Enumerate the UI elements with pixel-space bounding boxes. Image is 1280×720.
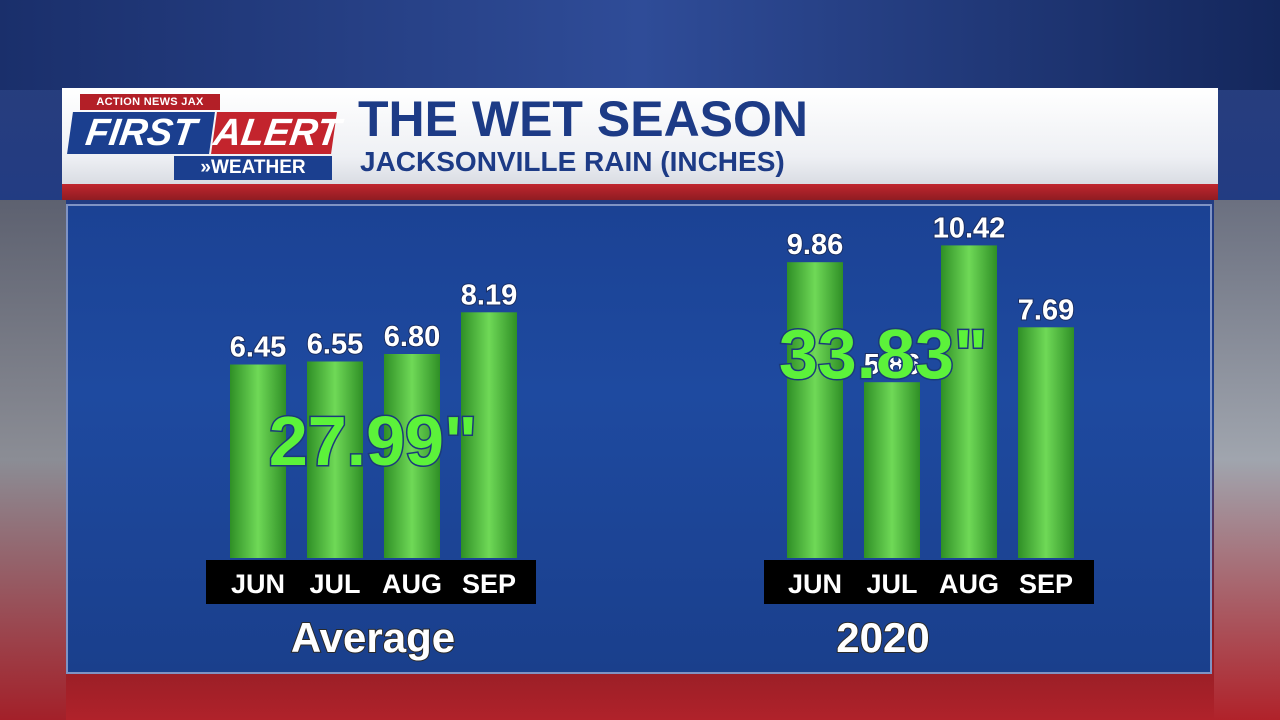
bar-aug	[384, 354, 440, 558]
logo-station-name: ACTION NEWS JAX	[80, 94, 220, 110]
month-label-band	[206, 560, 536, 604]
bar-value-label: 8.19	[461, 279, 517, 311]
page-title: THE WET SEASON	[358, 91, 809, 147]
first-alert-weather-logo: ACTION NEWS JAX FIRST ALERT »WEATHER	[67, 92, 343, 182]
bar-sep	[1018, 327, 1074, 558]
bar-value-label: 7.69	[1018, 294, 1074, 326]
bar-jul	[864, 382, 920, 558]
month-label-band	[764, 560, 1094, 604]
bar-jun	[230, 364, 286, 558]
month-label: AUG	[382, 569, 442, 599]
season-total-label: 33.83"	[779, 315, 987, 393]
bar-aug	[941, 245, 997, 558]
group-label: 2020	[836, 614, 929, 661]
month-label: JUN	[231, 569, 285, 599]
logo-weather: »WEATHER	[174, 156, 332, 180]
month-label: AUG	[939, 569, 999, 599]
bar-value-label: 10.42	[933, 212, 1006, 244]
header-red-stripe	[62, 184, 1218, 200]
month-label: JUL	[866, 569, 917, 599]
background-top	[0, 0, 1280, 90]
background-right	[1214, 200, 1280, 720]
bar-jun	[787, 262, 843, 558]
bar-value-label: 9.86	[787, 229, 843, 261]
group-label: Average	[291, 614, 455, 661]
page-subtitle: JACKSONVILLE RAIN (INCHES)	[360, 146, 785, 177]
bar-jul	[307, 361, 363, 558]
bar-value-label: 6.45	[230, 332, 286, 364]
month-label: JUL	[309, 569, 360, 599]
bar-value-label: 6.80	[384, 321, 440, 353]
background-left	[0, 200, 66, 720]
season-total-label: 27.99"	[269, 402, 477, 480]
bar-value-label: 5.86	[864, 349, 920, 381]
bar-value-label: 6.55	[307, 329, 363, 361]
month-label: SEP	[1019, 569, 1073, 599]
month-label: SEP	[462, 569, 516, 599]
bar-sep	[461, 312, 517, 558]
month-label: JUN	[788, 569, 842, 599]
